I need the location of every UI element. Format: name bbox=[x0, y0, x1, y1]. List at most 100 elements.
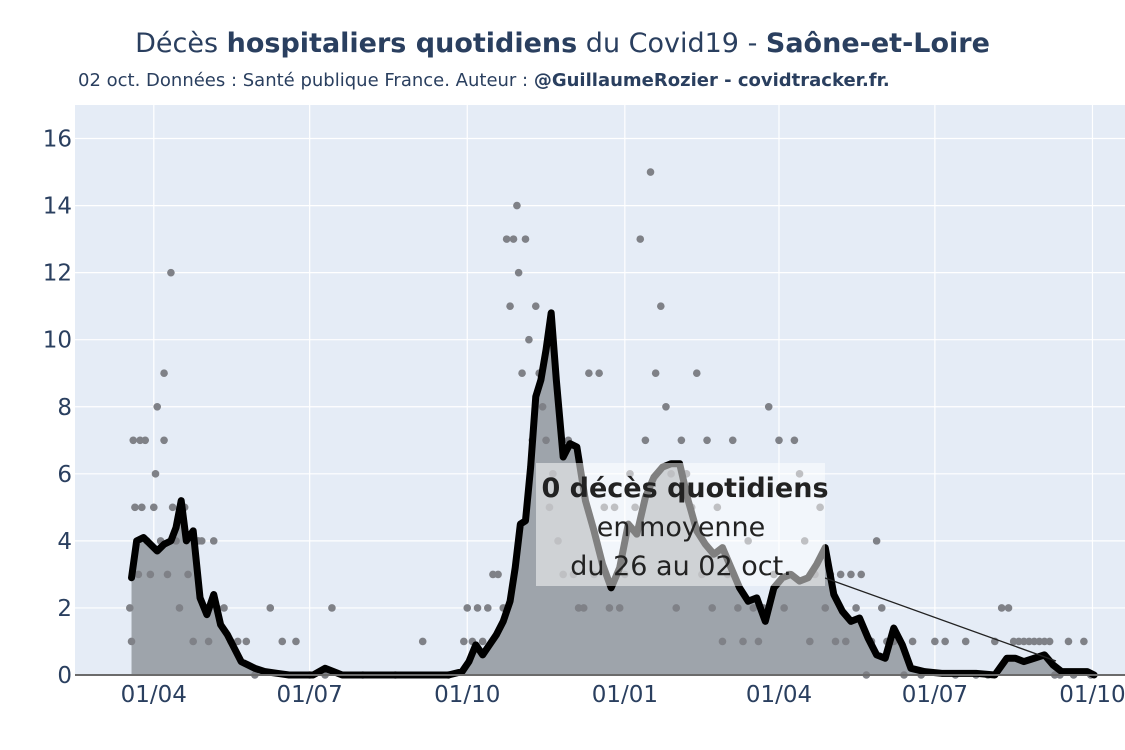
daily-death-dot bbox=[780, 604, 788, 612]
x-tick-label: 01/07 bbox=[277, 682, 343, 708]
daily-death-dot bbox=[672, 604, 681, 612]
daily-death-dot bbox=[877, 604, 886, 612]
daily-death-dot bbox=[209, 537, 218, 545]
y-tick-label: 12 bbox=[43, 261, 72, 287]
daily-death-dot bbox=[997, 604, 1006, 612]
daily-death-dot bbox=[189, 637, 197, 646]
daily-death-dot bbox=[677, 436, 686, 445]
title-part-2: hospitaliers quotidiens bbox=[226, 28, 578, 59]
daily-death-dot bbox=[615, 604, 624, 612]
daily-death-dot bbox=[160, 369, 168, 378]
daily-death-dot bbox=[463, 604, 472, 612]
daily-death-dot bbox=[708, 604, 716, 612]
daily-death-dot bbox=[149, 503, 158, 512]
title-part-3: du Covid19 - bbox=[577, 28, 766, 59]
y-tick-label: 14 bbox=[43, 194, 72, 220]
daily-death-dot bbox=[220, 604, 228, 612]
chart-title: Décès hospitaliers quotidiens du Covid19… bbox=[0, 28, 1125, 59]
daily-death-dot bbox=[518, 369, 526, 378]
title-part-1: Décès bbox=[135, 28, 227, 59]
y-tick-label: 10 bbox=[43, 328, 72, 354]
daily-death-dot bbox=[521, 235, 530, 243]
daily-death-dot bbox=[662, 402, 670, 411]
daily-death-dot bbox=[278, 637, 287, 646]
daily-death-dot bbox=[852, 604, 860, 612]
daily-death-dot bbox=[473, 604, 482, 612]
daily-death-dot bbox=[821, 604, 830, 612]
annotation: 0 décès quotidiens en moyenne du 26 au 0… bbox=[536, 463, 1057, 662]
daily-death-dot bbox=[941, 637, 949, 646]
daily-death-dot bbox=[494, 570, 502, 579]
daily-death-dot bbox=[931, 637, 939, 646]
y-tick-label: 6 bbox=[57, 462, 72, 488]
y-tick-label: 16 bbox=[43, 127, 72, 153]
daily-death-dot bbox=[605, 604, 614, 612]
daily-death-dot bbox=[872, 537, 881, 545]
daily-death-dot bbox=[460, 637, 468, 646]
y-tick-label: 8 bbox=[57, 395, 72, 421]
title-part-4: Saône-et-Loire bbox=[765, 28, 990, 59]
y-tick-label: 2 bbox=[57, 596, 72, 622]
y-tick-label: 4 bbox=[57, 529, 72, 555]
daily-death-dot bbox=[734, 604, 742, 612]
daily-death-dot bbox=[153, 402, 162, 411]
daily-death-dot bbox=[506, 302, 514, 310]
daily-death-dot bbox=[908, 637, 917, 646]
daily-death-dot bbox=[841, 637, 850, 646]
daily-death-dot bbox=[175, 604, 184, 612]
x-tick-label: 01/10 bbox=[1059, 682, 1125, 708]
daily-death-dot bbox=[641, 436, 650, 445]
annotation-arrow bbox=[824, 577, 1057, 662]
annotation-line-3: du 26 au 02 oct. bbox=[570, 551, 791, 582]
annotation-line-2: en moyenne bbox=[597, 512, 766, 543]
daily-death-dot bbox=[764, 402, 773, 411]
daily-death-dot bbox=[728, 436, 737, 445]
daily-death-dot bbox=[146, 570, 155, 579]
daily-death-dot bbox=[692, 369, 701, 378]
daily-death-dot bbox=[806, 637, 814, 646]
daily-death-dot bbox=[134, 570, 143, 579]
daily-death-dot bbox=[542, 436, 550, 445]
daily-death-dot bbox=[509, 235, 518, 243]
x-tick-label: 01/10 bbox=[434, 682, 500, 708]
daily-death-dot bbox=[754, 637, 763, 646]
daily-death-dot bbox=[197, 537, 206, 545]
daily-death-dot bbox=[651, 369, 660, 378]
daily-death-dot bbox=[141, 436, 150, 445]
daily-death-dot bbox=[1045, 637, 1054, 646]
daily-death-dot bbox=[739, 637, 747, 646]
daily-death-dot bbox=[538, 402, 547, 411]
x-tick-label: 01/04 bbox=[746, 682, 812, 708]
daily-death-dot bbox=[595, 369, 603, 378]
daily-death-dot bbox=[646, 168, 655, 176]
annotation-line-1: 0 décès quotidiens bbox=[541, 473, 828, 504]
daily-death-dot bbox=[514, 268, 523, 277]
daily-death-dot bbox=[657, 302, 665, 310]
subtitle-part-2: @GuillaumeRozier - covidtracker.fr. bbox=[533, 70, 890, 91]
daily-death-dot bbox=[790, 436, 799, 445]
daily-death-dot bbox=[531, 302, 540, 310]
daily-death-dot bbox=[1080, 637, 1088, 646]
daily-death-dot bbox=[857, 570, 866, 579]
daily-death-dot bbox=[292, 637, 300, 646]
y-tick-label: 0 bbox=[57, 663, 72, 689]
subtitle-part-1: 02 oct. Données : Santé publique France.… bbox=[78, 70, 534, 91]
daily-death-dot bbox=[127, 637, 136, 646]
daily-death-dot bbox=[151, 470, 160, 478]
daily-death-dot bbox=[775, 436, 783, 445]
daily-death-dot bbox=[233, 637, 242, 646]
axis-labels: 0 2 4 6 8 10 12 14 16 01/04 01/07 01/10 01/01 01/04 01… bbox=[43, 127, 1125, 708]
x-tick-label: 01/01 bbox=[592, 682, 658, 708]
daily-death-dot bbox=[184, 570, 192, 579]
daily-death-dot bbox=[836, 570, 845, 579]
daily-death-dot bbox=[718, 637, 727, 646]
daily-death-dot bbox=[138, 503, 146, 512]
daily-death-dot bbox=[703, 436, 711, 445]
daily-death-dot bbox=[1004, 604, 1013, 612]
daily-death-dot bbox=[831, 637, 840, 646]
daily-death-dot bbox=[242, 637, 251, 646]
chart-subtitle: 02 oct. Données : Santé publique France.… bbox=[78, 70, 890, 91]
annotation-box bbox=[536, 463, 825, 586]
daily-death-dot bbox=[266, 604, 275, 612]
